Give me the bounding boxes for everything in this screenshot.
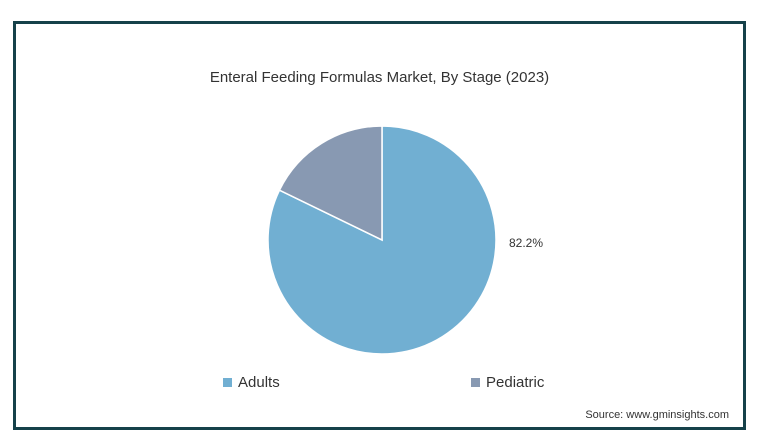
- legend-swatch-pediatric: [471, 378, 480, 387]
- pie-slice-pediatric: [278, 125, 383, 242]
- legend-swatch-adults: [223, 378, 232, 387]
- legend-label-pediatric: Pediatric: [486, 374, 545, 391]
- source-note: Source: www.gminsights.com: [585, 409, 729, 421]
- chart-frame: Enteral Feeding Formulas Market, By Stag…: [13, 21, 746, 430]
- legend: Adults Pediatric: [16, 374, 743, 394]
- legend-item-pediatric: Pediatric: [471, 374, 544, 391]
- pie-slice-adults: [267, 125, 497, 355]
- slice-label-adults: 82.2%: [509, 236, 544, 250]
- legend-item-adults: Adults: [223, 374, 280, 391]
- pie-chart: [267, 125, 497, 355]
- legend-label-adults: Adults: [238, 374, 280, 391]
- chart-title: Enteral Feeding Formulas Market, By Stag…: [209, 69, 550, 86]
